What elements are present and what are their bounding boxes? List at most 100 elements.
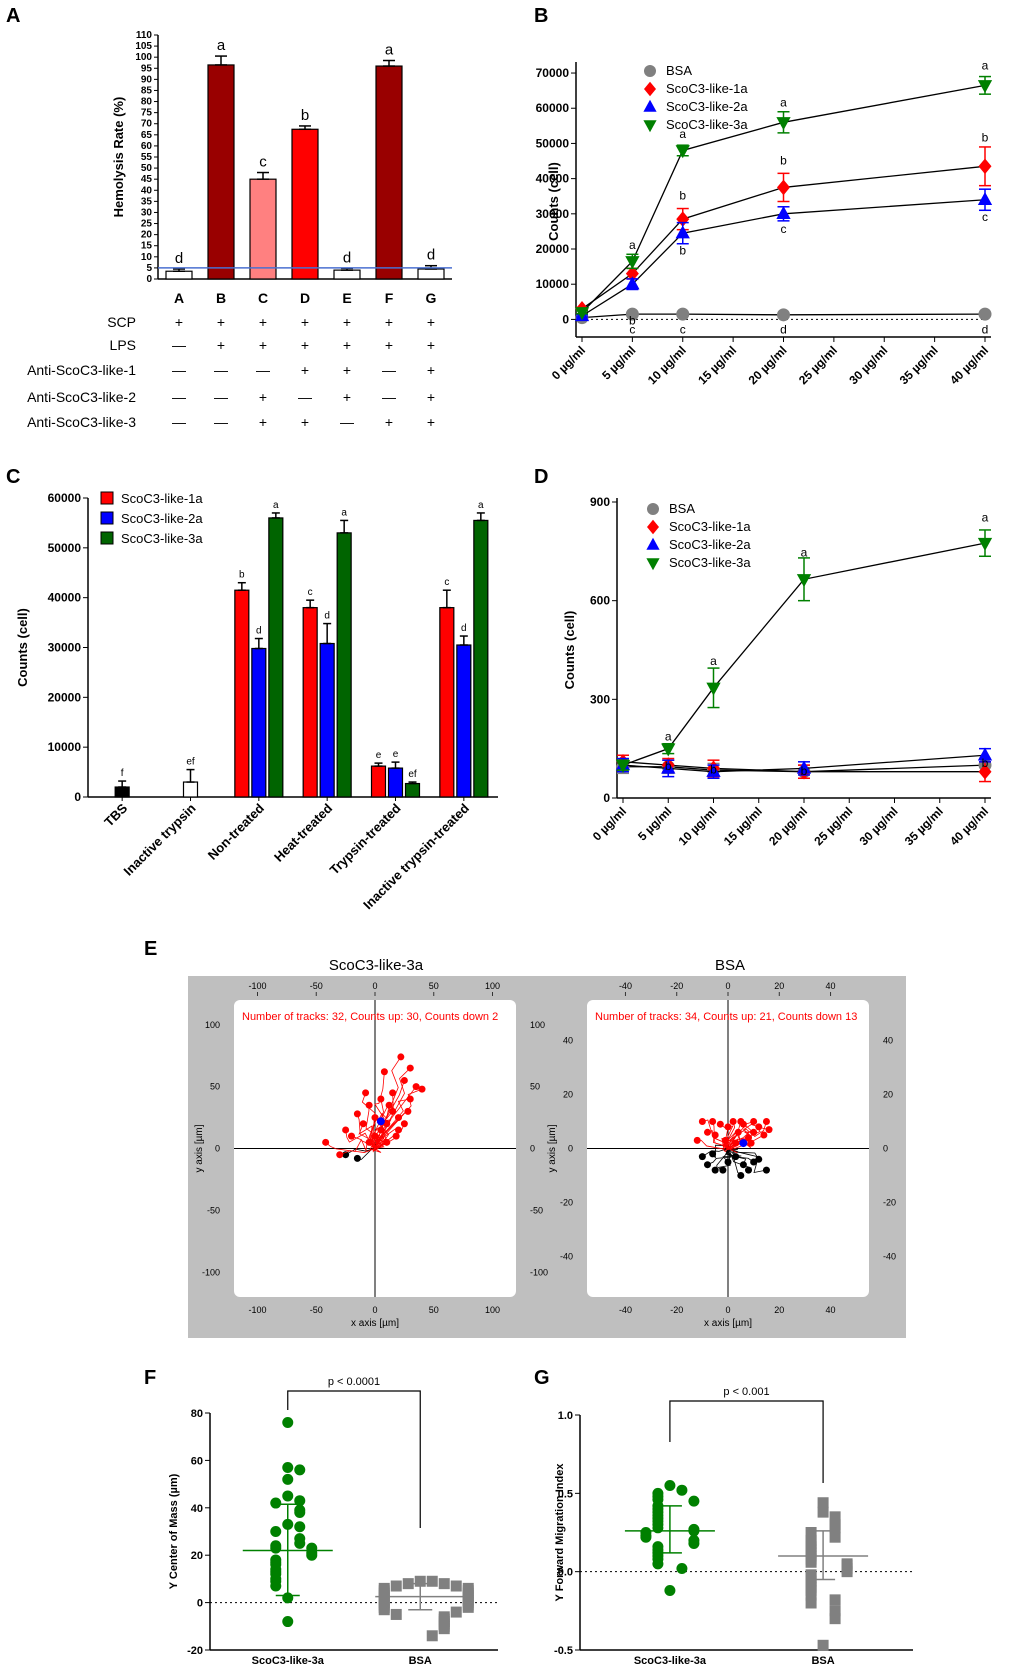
significance-letter: d (175, 250, 183, 267)
treatment-mark: — (298, 389, 312, 405)
treatment-mark: + (259, 389, 267, 405)
data-point (294, 1495, 306, 1507)
significance-letter: b (679, 243, 686, 257)
data-point (776, 117, 791, 131)
track-endpoint (724, 1123, 732, 1131)
x-tick-label: Trypsin-treated (327, 800, 404, 877)
track-endpoint (709, 1150, 717, 1158)
treatment-mark: + (427, 314, 435, 330)
data-point (841, 1566, 853, 1578)
top-tick-label: -50 (310, 981, 323, 991)
track-endpoint (734, 1128, 742, 1136)
cell-track (727, 1124, 759, 1149)
left-tick-label: 20 (563, 1090, 573, 1100)
top-tick-label: 0 (725, 981, 730, 991)
treatment-mark: + (217, 337, 225, 353)
track-endpoint (336, 1151, 344, 1159)
track-endpoint (389, 1089, 397, 1097)
y-tick-label: 20000 (48, 690, 82, 704)
bottom-tick-label: -100 (248, 1305, 266, 1315)
y-tick-label: 60000 (536, 101, 570, 115)
bar (473, 519, 489, 798)
significance-letter: a (629, 238, 636, 252)
plot-title: ScoC3-like-3a (329, 957, 424, 974)
top-tick-label: 100 (485, 981, 500, 991)
treatment-mark: + (343, 389, 351, 405)
track-endpoint (762, 1118, 770, 1125)
y-tick-label: 50000 (536, 136, 570, 150)
track-endpoint (400, 1120, 408, 1128)
y-axis-label: Hemolysis Rate (%) (111, 97, 126, 218)
significance-letter: b (801, 764, 808, 778)
y-tick-label: 105 (135, 41, 152, 52)
x-tick-label: 10 µg/ml (645, 343, 689, 387)
significance-letter: a (982, 511, 989, 525)
y-tick-label: 60 (141, 141, 153, 152)
significance-letter: b (710, 762, 717, 776)
x-tick-label: Non-treated (205, 800, 267, 862)
y-tick-label: 90 (141, 74, 153, 85)
significance-letter: d (982, 322, 989, 336)
treatment-mark: + (427, 389, 435, 405)
treatment-mark: + (427, 414, 435, 430)
data-point (978, 307, 992, 321)
data-point (625, 265, 639, 282)
cell-track (371, 1092, 394, 1149)
track-endpoint (322, 1138, 330, 1146)
treatment-mark: + (175, 314, 183, 330)
treatment-mark: + (385, 414, 393, 430)
data-point (661, 743, 676, 757)
cell-track (345, 1129, 376, 1149)
y-tick-label: 900 (590, 495, 610, 509)
left-tick-label: -50 (207, 1205, 220, 1215)
y-tick-label: 0.0 (558, 1567, 573, 1579)
cell-track (712, 1121, 729, 1151)
right-tick-label: -50 (530, 1205, 543, 1215)
bar (234, 589, 250, 798)
left-tick-label: 0 (215, 1144, 220, 1154)
data-point (805, 1597, 817, 1609)
panel-b: B 0 10000 20000 30000 40000 50000 60000 70000 0 µ… (534, 5, 993, 387)
treatment-mark: — (382, 389, 396, 405)
x-tick-label: Inactive trypsin (121, 800, 199, 878)
y-tick-label: 80 (141, 97, 153, 108)
treatment-mark: + (259, 337, 267, 353)
y-tick-label: 40 (141, 185, 153, 196)
y-tick-label: 15 (141, 241, 153, 252)
x-tick-label: 30 µg/ml (846, 343, 890, 387)
y-axis-label: Y Center of Mass (µm) (168, 1473, 180, 1589)
cell-track (374, 1067, 411, 1149)
significance-letter: a (665, 729, 672, 743)
track-endpoint (362, 1089, 370, 1097)
y-tick-label: 300 (590, 692, 610, 706)
y-tick-label: 60000 (48, 491, 82, 505)
track-endpoint (745, 1166, 753, 1174)
center-of-mass (739, 1139, 748, 1148)
track-endpoint (698, 1118, 706, 1125)
data-point (688, 1495, 700, 1507)
treatment-mark: + (343, 314, 351, 330)
track-endpoint (750, 1158, 758, 1166)
y-tick-label: 85 (141, 85, 153, 96)
data-point (829, 1511, 841, 1523)
data-point (625, 307, 639, 321)
legend-marker (647, 503, 659, 515)
data-point (294, 1507, 306, 1519)
panel-c: C 0 10000 20000 30000 40000 50000 60000 Counts (… (6, 466, 498, 912)
left-tick-label: 100 (205, 1020, 220, 1030)
track-endpoint (693, 1136, 701, 1144)
treatment-mark: + (427, 337, 435, 353)
track-endpoint (342, 1126, 350, 1134)
data-point (978, 763, 992, 780)
significance-bracket (287, 1390, 421, 1528)
panel-letter-f: F (144, 1367, 156, 1389)
y-axis-label: y axis [µm] (194, 1124, 205, 1172)
track-endpoint (348, 1132, 355, 1140)
data-point (829, 1605, 841, 1617)
panel-letter-a: A (6, 5, 20, 27)
bar (165, 270, 193, 280)
bar (333, 269, 361, 280)
y-tick-label: 40000 (48, 591, 82, 605)
track-endpoint (719, 1166, 727, 1174)
treatment-mark: + (217, 314, 225, 330)
